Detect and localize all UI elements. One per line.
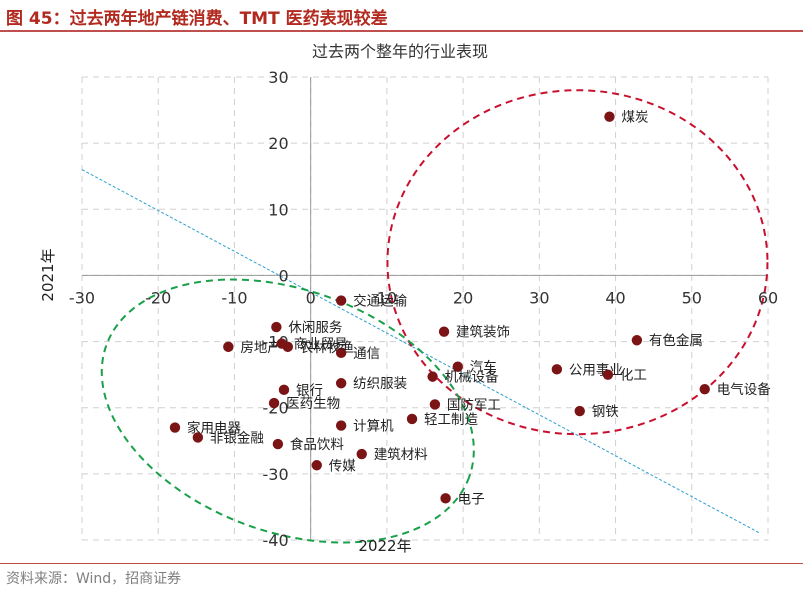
outperform-ellipse xyxy=(386,89,769,436)
x-tick-label: 30 xyxy=(529,288,549,307)
x-tick-label: 40 xyxy=(605,288,625,307)
source-note: 资料来源：Wind，招商证券 xyxy=(6,571,182,587)
footer-divider xyxy=(0,563,803,564)
data-point xyxy=(272,438,284,450)
point-label: 建筑装饰 xyxy=(456,325,510,341)
data-point xyxy=(551,364,563,375)
point-label: 非银金融 xyxy=(210,430,264,446)
x-tick-label: 0 xyxy=(306,288,316,307)
data-point xyxy=(192,432,204,443)
data-point xyxy=(356,448,367,460)
point-label: 交通运输 xyxy=(353,293,407,310)
data-point xyxy=(271,321,282,333)
point-label: 轻工制造 xyxy=(424,412,478,428)
data-point xyxy=(440,493,451,504)
y-tick-label: -40 xyxy=(263,531,289,550)
data-point xyxy=(169,422,181,433)
header-divider xyxy=(0,30,803,32)
data-point xyxy=(427,371,438,382)
y-tick-label: 30 xyxy=(268,68,288,87)
y-tick-label: 10 xyxy=(268,200,288,219)
point-label: 化工 xyxy=(620,368,647,384)
trend-line xyxy=(81,169,761,534)
x-tick-label: 20 xyxy=(453,288,473,307)
data-point xyxy=(335,295,347,306)
point-label: 国防军工 xyxy=(447,397,501,413)
y-tick-label: 0 xyxy=(278,266,288,285)
x-tick-label: 10 xyxy=(377,288,397,307)
point-label: 机械设备 xyxy=(445,369,499,386)
point-label: 电气设备 xyxy=(717,381,771,398)
data-point xyxy=(604,111,615,122)
data-point xyxy=(699,383,710,395)
x-tick-label: -30 xyxy=(69,288,95,307)
y-tick-label: -30 xyxy=(263,465,289,484)
point-label: 公用事业 xyxy=(569,362,623,378)
data-point xyxy=(631,335,643,346)
point-label: 家用电器 xyxy=(187,420,241,437)
point-label: 建筑材料 xyxy=(374,447,428,463)
x-tick-label: 50 xyxy=(682,288,702,307)
point-label: 房地产 xyxy=(240,340,281,356)
x-tick-label: -10 xyxy=(221,288,247,307)
data-point xyxy=(335,347,347,359)
point-label: 商业贸易 xyxy=(294,337,348,353)
point-label: 有色金属 xyxy=(649,332,703,349)
x-tick-label: 60 xyxy=(758,288,778,307)
point-label: 汽车 xyxy=(470,359,497,376)
point-label: 钢铁 xyxy=(592,404,619,420)
underperform-ellipse xyxy=(100,278,475,544)
data-point xyxy=(574,405,585,417)
x-axis-label: 2022年 xyxy=(358,537,411,555)
data-point xyxy=(429,399,441,410)
data-point xyxy=(311,460,322,471)
data-point xyxy=(223,341,234,353)
data-point xyxy=(335,378,347,389)
x-tick-label: -20 xyxy=(145,288,171,307)
y-tick-label: 20 xyxy=(268,134,288,153)
data-point xyxy=(335,420,347,431)
point-label: 煤炭 xyxy=(621,110,648,126)
point-label: 食品饮料 xyxy=(290,436,344,453)
data-point xyxy=(406,413,418,425)
point-label: 通信 xyxy=(353,346,380,362)
chart-title: 过去两个整年的行业表现 xyxy=(312,42,488,61)
point-label: 医药生物 xyxy=(286,396,340,412)
point-label: 电子 xyxy=(458,491,485,507)
data-point xyxy=(438,326,450,337)
scatter-chart: -30 -20 -10 0 10 20 30 40 50 60-40-30-20-10010203… xyxy=(39,42,778,555)
data-point xyxy=(278,384,290,396)
point-label: 休闲服务 xyxy=(288,320,342,336)
point-label: 传媒 xyxy=(329,458,356,474)
data-point xyxy=(268,397,280,409)
point-label: 银行 xyxy=(296,383,323,399)
data-point xyxy=(276,338,287,349)
point-label: 纺织服装 xyxy=(353,376,407,392)
figure-title: 图 45：过去两年地产链消费、TMT 医药表现较差 xyxy=(6,9,388,29)
figure-header: 图 45：过去两年地产链消费、TMT 医药表现较差 xyxy=(0,0,803,30)
point-label: 计算机 xyxy=(353,419,394,435)
data-point xyxy=(602,369,614,380)
data-point xyxy=(452,361,463,372)
y-axis-label: 2021年 xyxy=(39,248,57,301)
